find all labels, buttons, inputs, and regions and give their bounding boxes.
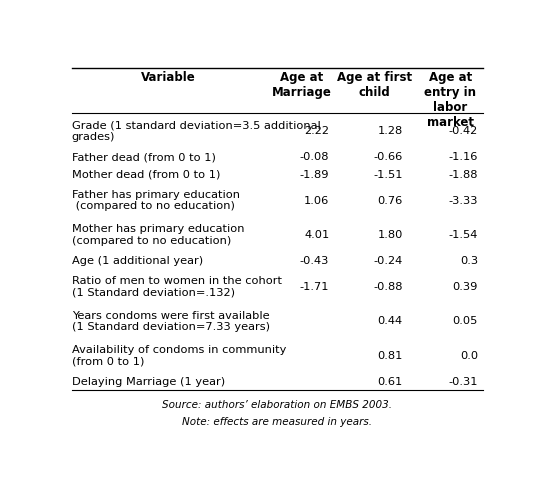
Text: -1.16: -1.16	[448, 152, 478, 162]
Text: -0.43: -0.43	[300, 256, 329, 266]
Text: 0.05: 0.05	[453, 316, 478, 326]
Text: Age (1 additional year): Age (1 additional year)	[72, 256, 203, 266]
Text: 4.01: 4.01	[304, 229, 329, 240]
Text: 2.22: 2.22	[304, 126, 329, 136]
Text: Source: authors’ elaboration on EMBS 2003.: Source: authors’ elaboration on EMBS 200…	[162, 399, 392, 409]
Text: Grade (1 standard deviation=3.5 additional
grades): Grade (1 standard deviation=3.5 addition…	[72, 121, 321, 142]
Text: Mother has primary education
(compared to no education): Mother has primary education (compared t…	[72, 224, 245, 245]
Text: -0.08: -0.08	[300, 152, 329, 162]
Text: -1.89: -1.89	[300, 169, 329, 179]
Text: -0.24: -0.24	[373, 256, 403, 266]
Text: -0.31: -0.31	[448, 376, 478, 386]
Text: -0.88: -0.88	[373, 281, 403, 291]
Text: -1.88: -1.88	[448, 169, 478, 179]
Text: 1.06: 1.06	[304, 195, 329, 205]
Text: 0.0: 0.0	[460, 350, 478, 360]
Text: 1.80: 1.80	[377, 229, 403, 240]
Text: Availability of condoms in community
(from 0 to 1): Availability of condoms in community (fr…	[72, 345, 286, 366]
Text: Ratio of men to women in the cohort
(1 Standard deviation=.132): Ratio of men to women in the cohort (1 S…	[72, 275, 282, 297]
Text: Mother dead (from 0 to 1): Mother dead (from 0 to 1)	[72, 169, 220, 179]
Text: Age at
entry in
labor
market: Age at entry in labor market	[424, 71, 476, 129]
Text: -1.54: -1.54	[448, 229, 478, 240]
Text: 0.81: 0.81	[377, 350, 403, 360]
Text: 0.3: 0.3	[460, 256, 478, 266]
Text: Age at first
child: Age at first child	[337, 71, 412, 99]
Text: Age at
Marriage: Age at Marriage	[272, 71, 331, 99]
Text: Note: effects are measured in years.: Note: effects are measured in years.	[182, 416, 372, 426]
Text: Delaying Marriage (1 year): Delaying Marriage (1 year)	[72, 376, 225, 386]
Text: -1.51: -1.51	[373, 169, 403, 179]
Text: 1.28: 1.28	[378, 126, 403, 136]
Text: -0.42: -0.42	[449, 126, 478, 136]
Text: Variable: Variable	[141, 71, 196, 84]
Text: -3.33: -3.33	[448, 195, 478, 205]
Text: -1.71: -1.71	[300, 281, 329, 291]
Text: 0.61: 0.61	[378, 376, 403, 386]
Text: Father has primary education
 (compared to no education): Father has primary education (compared t…	[72, 189, 240, 211]
Text: 0.44: 0.44	[378, 316, 403, 326]
Text: 0.39: 0.39	[453, 281, 478, 291]
Text: Years condoms were first available
(1 Standard deviation=7.33 years): Years condoms were first available (1 St…	[72, 310, 270, 332]
Text: -0.66: -0.66	[373, 152, 403, 162]
Text: 0.76: 0.76	[378, 195, 403, 205]
Text: Father dead (from 0 to 1): Father dead (from 0 to 1)	[72, 152, 216, 162]
